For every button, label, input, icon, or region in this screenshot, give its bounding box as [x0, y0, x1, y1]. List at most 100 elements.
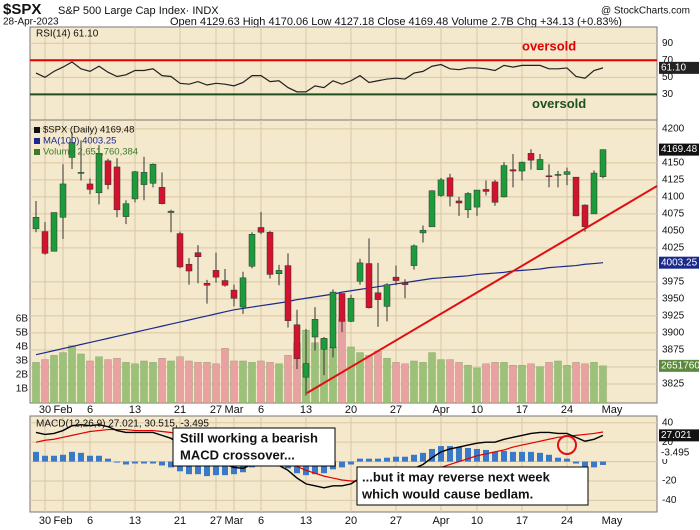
volume-bar	[284, 355, 292, 404]
candle-body	[365, 263, 373, 309]
y-tick-label: 4125	[662, 175, 685, 186]
volume-tick-label: 5B	[16, 328, 29, 339]
histogram-bar	[42, 455, 48, 462]
histogram-bar	[537, 452, 543, 462]
legend-entry: MA(100) 4003.25	[43, 136, 116, 147]
volume-bar	[158, 358, 166, 404]
annotation: oversold	[532, 96, 586, 111]
histogram-bar	[123, 461, 129, 465]
x-tick-label: 24	[561, 404, 573, 416]
value-box	[659, 256, 699, 269]
candle-body	[194, 252, 202, 257]
volume-bar	[311, 342, 319, 404]
candle-body	[275, 270, 283, 274]
volume-bar	[239, 360, 247, 404]
candle-body	[311, 319, 319, 338]
candle-body	[491, 181, 499, 203]
volume-tick-label: 2B	[16, 370, 29, 381]
candle-body	[293, 324, 301, 360]
x-tick-label: 27	[210, 404, 222, 416]
histogram-bar	[33, 451, 39, 462]
date: 28-Apr-2023	[3, 17, 59, 28]
y-tick-label: 4050	[662, 226, 685, 237]
volume-bar	[581, 363, 589, 404]
candle-body	[392, 276, 400, 281]
x-tick-label: 30	[39, 404, 51, 416]
histogram-bar	[222, 461, 228, 476]
candle-body	[158, 187, 166, 204]
candle-body	[149, 163, 157, 184]
volume-tick-label: 3B	[16, 356, 29, 367]
candle-body	[518, 161, 526, 172]
volume-bar	[266, 362, 274, 404]
legend-swatch	[34, 149, 40, 155]
candle-body	[446, 177, 454, 197]
histogram-bar	[465, 448, 471, 462]
volume-bar	[563, 365, 571, 404]
x-tick-label: 6	[258, 404, 264, 416]
y-tick-label: 4075	[662, 209, 685, 220]
volume-bar	[545, 362, 553, 404]
histogram-bar	[168, 461, 174, 468]
histogram-bar	[240, 461, 246, 473]
histogram-bar	[339, 461, 345, 468]
candle-body	[482, 189, 490, 192]
volume-bar	[131, 363, 139, 404]
candle-body	[230, 289, 238, 299]
y-tick-label: 3875	[662, 345, 685, 356]
volume-bar	[248, 362, 256, 404]
y-tick-label: 3900	[662, 328, 685, 339]
histogram-bar	[510, 451, 516, 462]
candle-body	[284, 265, 292, 321]
candle-body	[356, 262, 364, 282]
volume-bar	[86, 360, 94, 404]
histogram-bar	[78, 452, 84, 462]
histogram-bar	[564, 458, 570, 462]
volume-bar	[392, 362, 400, 404]
candle-body	[455, 200, 463, 204]
candle-body	[473, 189, 481, 208]
x-tick-label: 10	[471, 404, 483, 416]
histogram-bar	[411, 454, 417, 462]
histogram-bar	[357, 458, 363, 462]
x-tick-label: 27	[210, 515, 222, 527]
candle-body	[68, 142, 76, 158]
value-box-label: 4003.25	[661, 257, 698, 268]
source: @ StockCharts.com	[601, 6, 690, 17]
x-tick-label: 20	[345, 515, 357, 527]
moving-average	[35, 262, 604, 356]
volume-bar	[221, 348, 229, 404]
volume-bar	[536, 366, 544, 404]
histogram-bar	[105, 458, 111, 462]
volume-bar	[599, 365, 607, 404]
y-tick-label: 3825	[662, 379, 685, 390]
x-tick-label: 24	[561, 515, 573, 527]
x-tick-label: 13	[300, 515, 312, 527]
candle-body	[563, 171, 571, 175]
candle-body	[329, 291, 337, 349]
annotation-box	[356, 466, 589, 506]
value-box-label: 2651760	[661, 360, 700, 371]
volume-bar	[383, 358, 391, 404]
volume-tick-label: 4B	[16, 342, 29, 353]
volume-bar	[212, 363, 220, 404]
y-tick-label: 4200	[662, 123, 685, 134]
volume-bar	[104, 359, 112, 404]
candle-body	[302, 363, 310, 378]
highlight-circle	[557, 435, 577, 455]
volume-bar	[32, 362, 40, 404]
volume-bar	[401, 363, 409, 404]
candle-body	[545, 175, 553, 178]
x-tick-label: Mar	[225, 404, 244, 416]
volume-bar	[185, 360, 193, 404]
volume-bar	[509, 365, 517, 404]
x-tick-label: 6	[87, 404, 93, 416]
histogram-bar	[96, 455, 102, 462]
panel-label: MACD(12,26,9) 27.021, 30.515, -3.495	[36, 419, 209, 430]
y-tick-label: -40	[662, 495, 677, 506]
histogram-bar	[312, 461, 318, 475]
histogram-bar	[87, 455, 93, 462]
histogram-bar	[321, 461, 327, 474]
x-tick-label: Feb	[54, 515, 73, 527]
